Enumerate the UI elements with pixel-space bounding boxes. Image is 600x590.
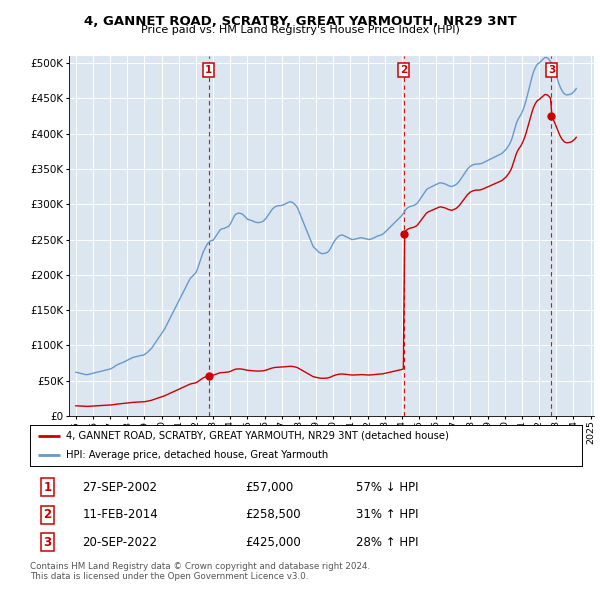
Text: 2: 2 <box>400 65 407 75</box>
Text: 4, GANNET ROAD, SCRATBY, GREAT YARMOUTH, NR29 3NT (detached house): 4, GANNET ROAD, SCRATBY, GREAT YARMOUTH,… <box>66 431 449 441</box>
Text: 3: 3 <box>548 65 555 75</box>
Text: £258,500: £258,500 <box>245 508 301 522</box>
Text: 1: 1 <box>44 481 52 494</box>
Text: 28% ↑ HPI: 28% ↑ HPI <box>356 536 418 549</box>
Text: 57% ↓ HPI: 57% ↓ HPI <box>356 481 418 494</box>
Text: 1: 1 <box>205 65 212 75</box>
Text: 4, GANNET ROAD, SCRATBY, GREAT YARMOUTH, NR29 3NT: 4, GANNET ROAD, SCRATBY, GREAT YARMOUTH,… <box>83 15 517 28</box>
Text: 31% ↑ HPI: 31% ↑ HPI <box>356 508 418 522</box>
Text: £57,000: £57,000 <box>245 481 293 494</box>
Text: 3: 3 <box>44 536 52 549</box>
Text: £425,000: £425,000 <box>245 536 301 549</box>
Text: 2: 2 <box>44 508 52 522</box>
Text: 27-SEP-2002: 27-SEP-2002 <box>82 481 157 494</box>
Text: 20-SEP-2022: 20-SEP-2022 <box>82 536 157 549</box>
Text: 11-FEB-2014: 11-FEB-2014 <box>82 508 158 522</box>
Text: HPI: Average price, detached house, Great Yarmouth: HPI: Average price, detached house, Grea… <box>66 450 328 460</box>
Text: Price paid vs. HM Land Registry's House Price Index (HPI): Price paid vs. HM Land Registry's House … <box>140 25 460 35</box>
Text: Contains HM Land Registry data © Crown copyright and database right 2024.
This d: Contains HM Land Registry data © Crown c… <box>30 562 370 581</box>
